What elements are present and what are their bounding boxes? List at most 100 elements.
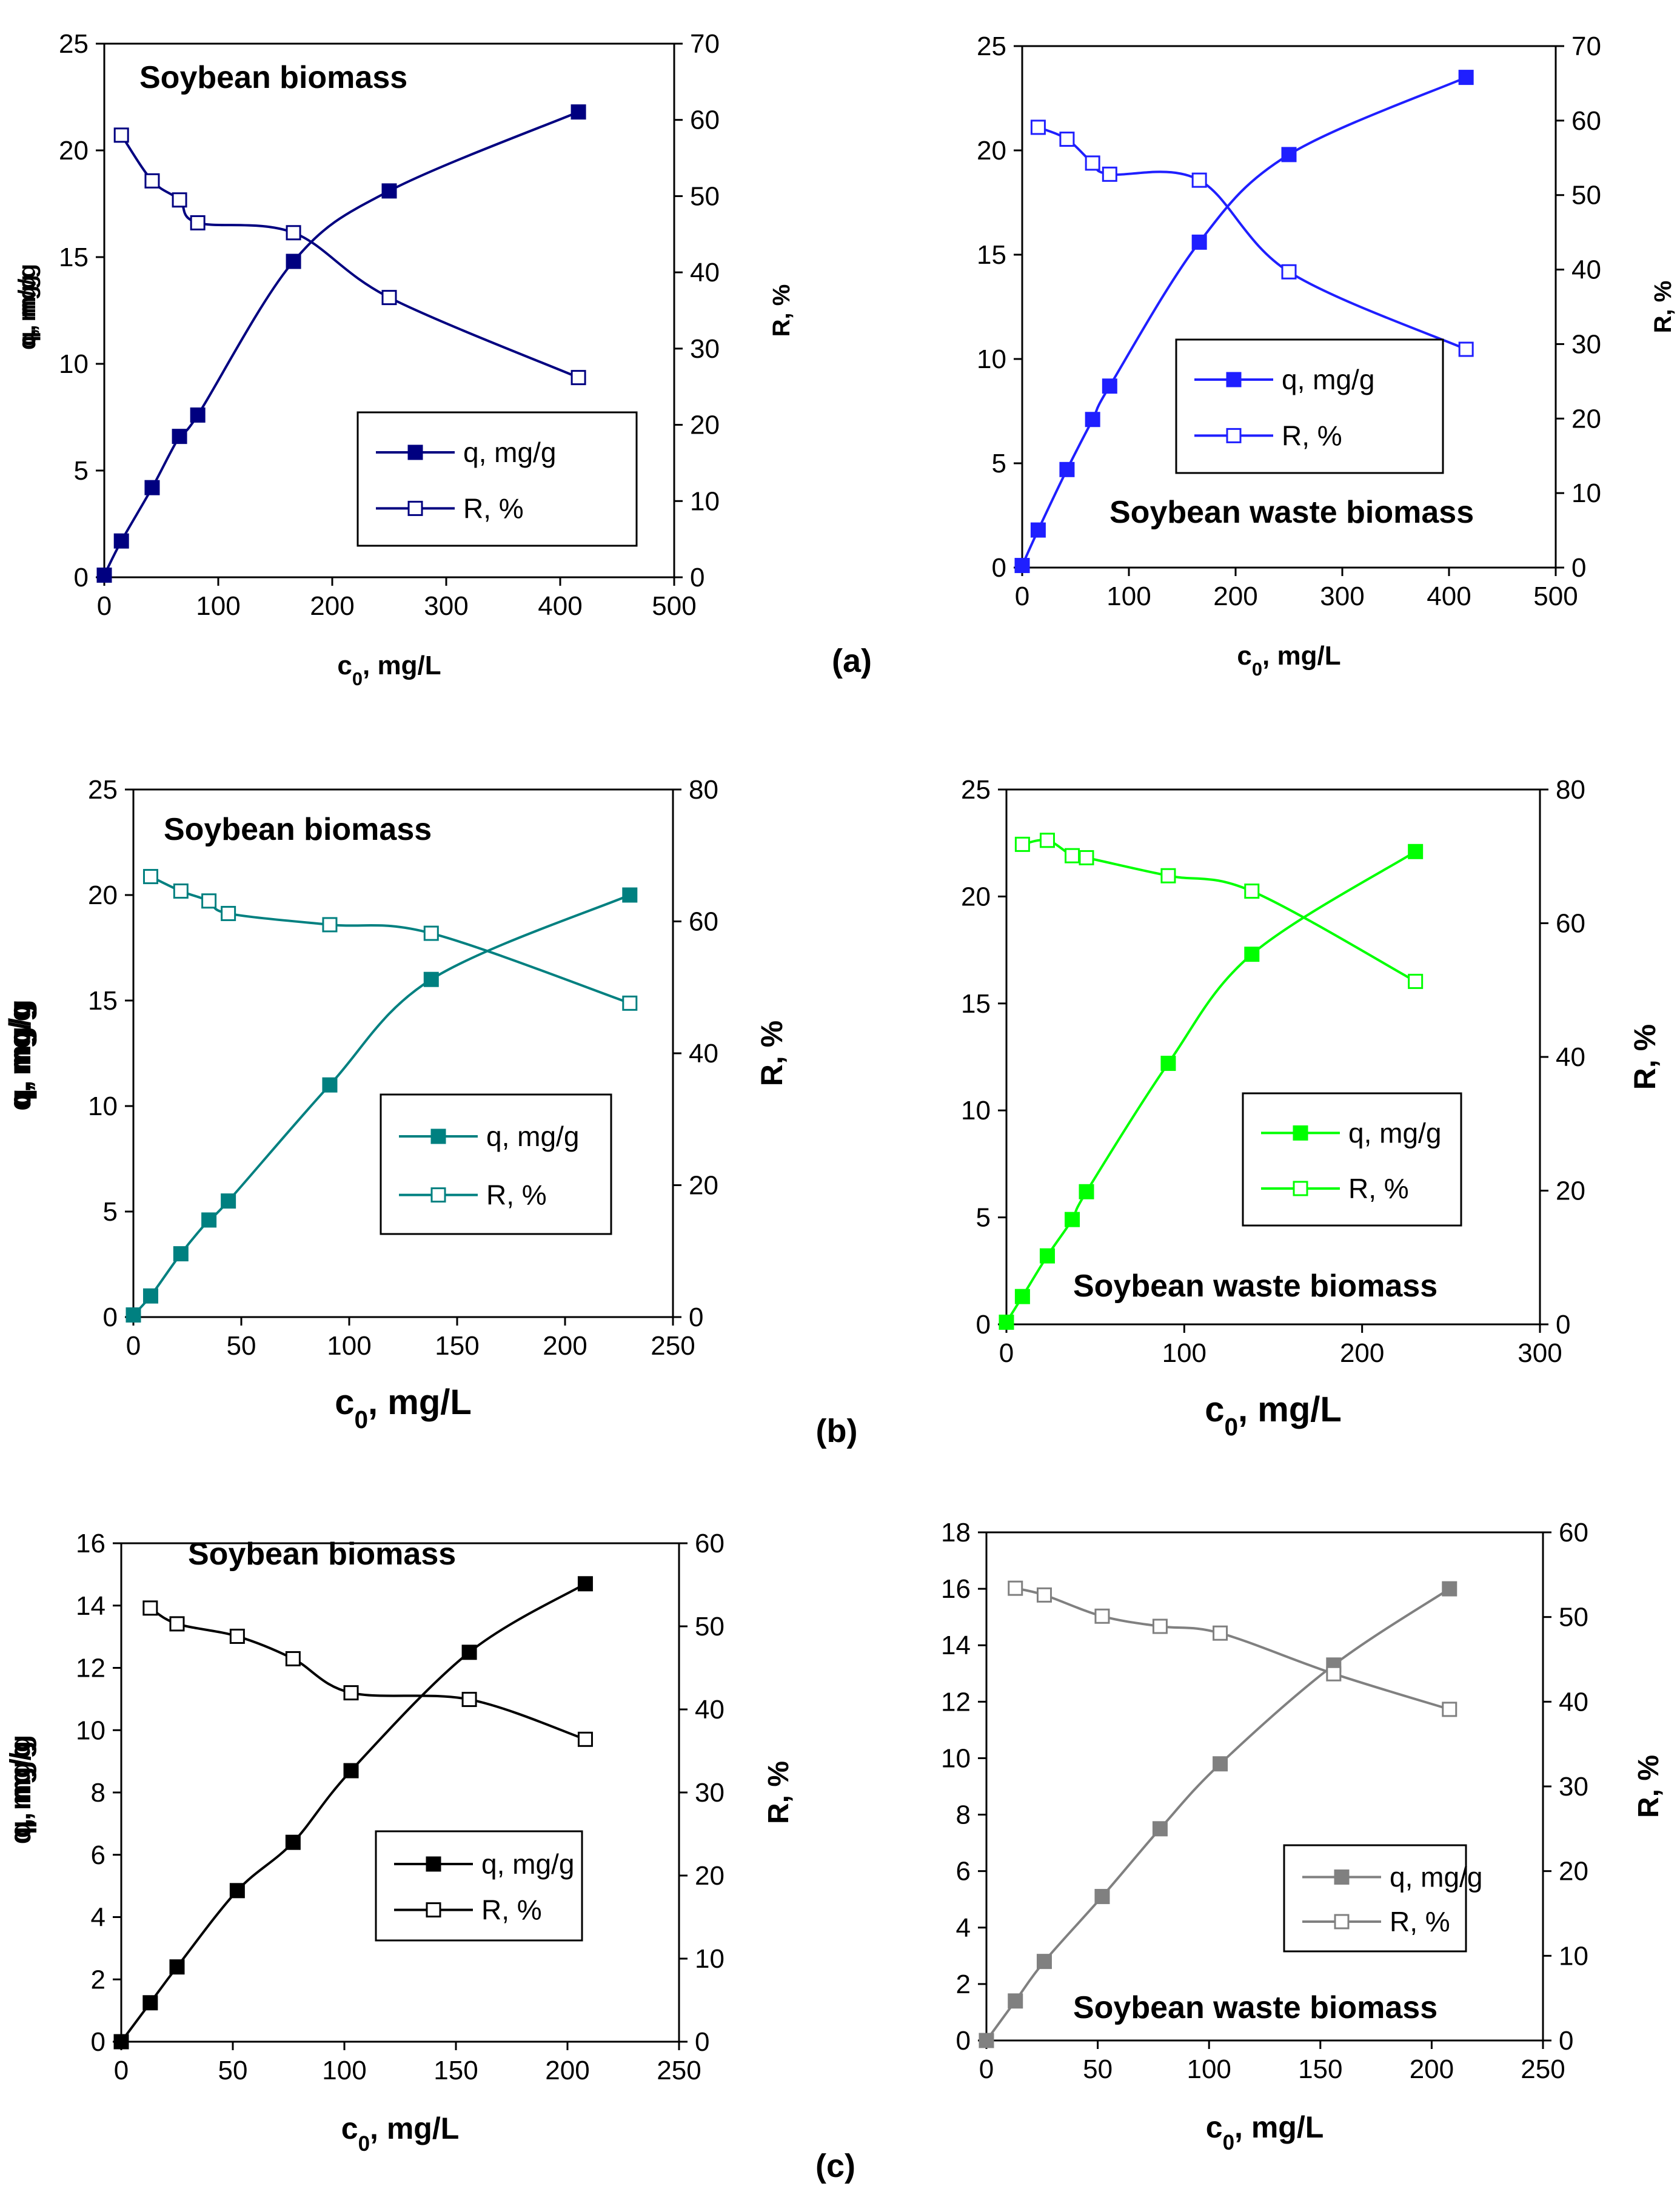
legend-label: q, mg/g [463,437,556,468]
data-point-q [96,567,112,583]
legend-label: R, % [481,1894,542,1926]
data-point-q [1244,947,1260,962]
y2-tick-label: 70 [690,29,720,59]
data-point-q [1014,1289,1030,1304]
y2-axis-title: R, % [1628,1024,1662,1090]
legend-label: q, mg/g [1348,1117,1441,1148]
y2-tick-label: 20 [690,411,720,440]
data-point-r [229,1628,245,1644]
legend-label: q, mg/g [481,1848,574,1880]
y-tick-label: 10 [961,1096,991,1125]
x-tick-label: 300 [424,591,468,621]
data-point-r [1442,1702,1457,1717]
y2-tick-label: 40 [689,1039,718,1068]
data-point-r [1030,119,1046,135]
data-point-r [1152,1618,1168,1634]
data-point-r [381,290,397,306]
data-point-r [1458,341,1474,357]
y-tick-label: 6 [956,1857,971,1886]
legend-label: R, % [463,492,524,524]
legend-marker-r [1293,1181,1308,1196]
data-point-r [1079,850,1094,865]
data-point-q [201,1212,217,1228]
legend-box [356,411,638,547]
figure-label-c: (c) [815,2148,855,2184]
y-tick-label: 18 [941,1518,971,1547]
y2-tick-label: 30 [1559,1772,1588,1802]
y-tick-label: 20 [59,136,89,166]
legend-label: R, % [1348,1173,1409,1204]
data-point-q [1281,147,1297,163]
y2-axis-title: R, % [1633,1755,1665,1818]
x-tick-label: 200 [1410,2054,1454,2084]
legend: q, mg/g R, % [375,1830,583,1942]
data-point-r [1039,833,1055,848]
figure-label-a: (a) [832,643,872,679]
y-tick-label: 0 [992,553,1006,583]
data-point-q [142,1995,158,2011]
chart-panel-1: 0 100 200 300 400 500051015202501020304050607… [14,29,795,689]
legend-marker-r [426,1902,441,1918]
x-tick-label: 200 [1340,1338,1384,1368]
y-tick-label: 14 [76,1591,105,1621]
y2-tick-label: 40 [1556,1042,1585,1072]
data-point-r [173,883,189,899]
series-line-r [1037,126,1467,350]
x-axis-title: c0, mg/L [1206,2110,1324,2154]
data-point-q [1442,1581,1457,1597]
y-tick-label: 8 [91,1778,105,1808]
y-tick-label: 10 [76,1715,105,1745]
x-tick-label: 200 [310,591,354,621]
y2-tick-label: 50 [1559,1603,1588,1632]
panel-title: Soybean waste biomass [1073,1990,1437,2025]
y2-tick-label: 40 [1571,255,1601,285]
data-point-r [461,1692,477,1708]
data-point-r [1036,1587,1052,1603]
x-tick-label: 100 [327,1331,371,1361]
data-point-q [381,183,397,199]
y2-tick-label: 0 [689,1303,703,1332]
x-tick-label: 0 [97,591,112,621]
y-tick-label: 10 [941,1743,971,1773]
y-tick-label: 20 [977,136,1006,166]
data-point-q [979,2033,994,2048]
x-tick-label: 300 [1320,582,1364,611]
y-tick-label: 15 [88,986,118,1016]
x-tick-label: 250 [657,2056,701,2085]
data-point-r [1191,172,1207,188]
series-line-r [149,1607,586,1741]
data-point-q [172,429,187,444]
y2-tick-label: 50 [695,1612,725,1641]
data-point-r [144,173,160,189]
legend-label: q, mg/g [486,1121,579,1152]
legend-marker-q [430,1128,446,1144]
y-tick-label: 12 [76,1654,105,1683]
y2-axis-title: R, % [763,1761,795,1824]
series-line-q [1021,76,1467,566]
y-tick-label: 16 [76,1529,105,1558]
y-tick-label: 6 [91,1840,105,1870]
y2-axis-title: R, % [755,1021,789,1086]
data-point-q [229,1883,245,1899]
x-tick-label: 50 [227,1331,256,1361]
y-tick-label: 5 [103,1197,118,1227]
y-tick-label: 5 [74,456,89,486]
y2-tick-label: 50 [690,181,720,211]
data-point-q [190,407,206,423]
y2-tick-label: 80 [1556,775,1585,805]
y2-axis-title: R, % [768,284,795,337]
y2-tick-label: 60 [695,1529,725,1558]
x-tick-label: 250 [651,1331,695,1361]
data-point-r [142,1600,158,1616]
data-point-q [1059,461,1075,477]
legend-label: R, % [1282,420,1342,451]
y-tick-label: 15 [977,240,1006,270]
plot-frame [103,42,675,578]
data-point-r [1408,973,1424,989]
data-point-r [190,215,206,230]
data-point-r [1014,836,1030,852]
x-tick-label: 0 [114,2056,129,2085]
data-point-r [201,893,217,909]
data-point-q [1039,1248,1055,1264]
y-tick-label: 4 [956,1913,971,1943]
